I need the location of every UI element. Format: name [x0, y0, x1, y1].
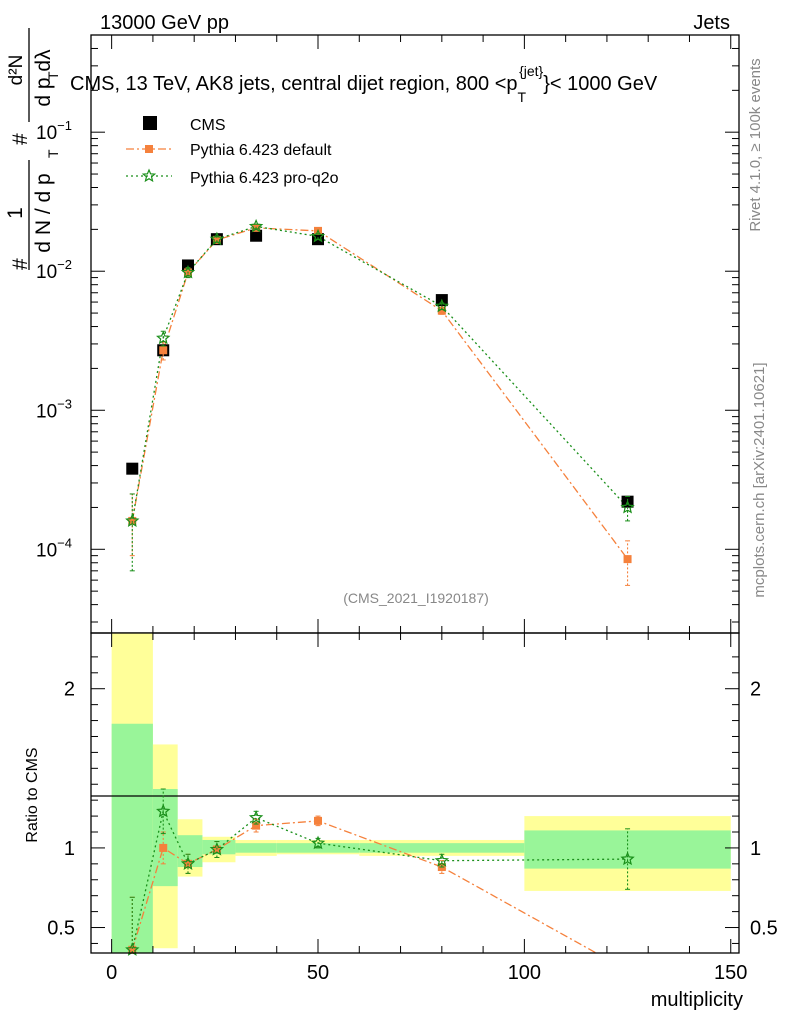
ylabel-sub-1: T [45, 149, 61, 158]
ratio-y-tick-label-right: 0.5 [750, 918, 778, 940]
ylabel-hash-2: # [9, 133, 32, 145]
ratio-series-lines [131, 809, 628, 953]
ratio-axis-ticks: 0.5 0.5 1 1 2 2 0 50 100 150 [47, 633, 778, 984]
ylabel-num2: d²N [6, 55, 27, 86]
rivet-label: Rivet 4.1.0, ≥ 100k events [747, 58, 764, 231]
ratio-panel: 0.5 0.5 1 1 2 2 0 50 100 150 [47, 632, 778, 984]
ratio-point-proq2o [310, 835, 326, 850]
ratio-y-tick-label: 2 [64, 679, 75, 701]
legend: CMS Pythia 6.423 default Pythia 6.423 pr… [126, 116, 339, 187]
legend-default-label: Pythia 6.423 default [190, 142, 332, 159]
main-y-tick-label: 10−4 [36, 535, 72, 561]
main-y-tick-mantissa: 10 [36, 401, 57, 422]
main-point-cms [250, 229, 263, 242]
main-point-default [437, 306, 446, 315]
x-axis-label: multiplicity [651, 989, 743, 1011]
ylabel-sub-2: T [45, 71, 61, 80]
main-point-proq2o [125, 513, 140, 528]
ratio-point-proq2o [156, 803, 171, 818]
main-point-proq2o [156, 330, 171, 345]
main-point-proq2o [248, 218, 264, 233]
svg-text:CMS, 13 TeV, AK8 jets, central: CMS, 13 TeV, AK8 jets, central dijet reg… [70, 63, 658, 105]
title-prefix: CMS, 13 TeV, AK8 jets, central dijet reg… [70, 73, 518, 95]
main-y-tick-label: 10−1 [36, 118, 72, 144]
ratio-y-tick-label: 1 [64, 838, 75, 860]
ratio-frame [90, 632, 740, 954]
legend-cms-label: CMS [190, 117, 226, 134]
main-point-proq2o [209, 231, 225, 246]
ratio-point-proq2o [209, 841, 225, 856]
x-tick-label: 50 [307, 962, 329, 984]
ratio-point-default [314, 816, 323, 825]
legend-proq2o-label: Pythia 6.423 pro-q2o [190, 170, 339, 187]
main-line-default [131, 227, 629, 560]
main-point-proq2o [180, 264, 196, 279]
main-panel: 10−110−210−310−4 [36, 34, 740, 634]
ratio-band-inner [359, 843, 525, 853]
ratio-data-points [125, 788, 635, 956]
legend-default-marker [145, 145, 153, 153]
x-tick-label: 100 [508, 962, 541, 984]
main-point-default [623, 555, 632, 564]
ratio-point-proq2o [434, 853, 450, 867]
ratio-y-tick-label-right: 1 [750, 838, 761, 860]
title-suffix: }< 1000 GeV [543, 73, 658, 95]
ratio-y-tick-label: 0.5 [47, 918, 75, 940]
ratio-uncertainty-bands [111, 633, 731, 953]
legend-cms-marker [143, 116, 157, 130]
header-left: 13000 GeV pp [100, 12, 229, 34]
main-y-tick-exponent: −4 [57, 535, 72, 550]
main-point-default [159, 346, 168, 355]
main-series-lines [131, 225, 629, 560]
title-sub: T [518, 89, 527, 105]
ylabel-hash-1: # [9, 258, 32, 270]
ratio-line-default [131, 820, 598, 953]
legend-proq2o-marker [141, 168, 157, 183]
main-point-proq2o [434, 298, 450, 313]
main-y-axis-label: # 1 d N / d p T # d²N d p dλ T [4, 28, 61, 270]
main-y-tick-mantissa: 10 [36, 123, 57, 144]
ratio-y-tick-label-right: 2 [750, 679, 761, 701]
main-point-proq2o [310, 228, 326, 243]
main-y-tick-exponent: −1 [57, 118, 72, 133]
x-tick-label: 0 [106, 962, 117, 984]
ratio-band-inner [235, 843, 277, 853]
main-y-tick-label: 10−3 [36, 396, 72, 422]
ratio-band-inner [111, 723, 153, 953]
x-tick-label: 150 [714, 962, 747, 984]
main-frame [90, 34, 740, 634]
ratio-point-default [212, 845, 221, 854]
ylabel-den2: d p dλ [32, 49, 55, 107]
legend-star-shape [141, 168, 157, 183]
ylabel-den1: d N / d p [32, 173, 55, 252]
ratio-point-default [252, 821, 261, 830]
main-point-proq2o [620, 499, 635, 514]
main-y-tick-exponent: −2 [57, 257, 72, 272]
mcplots-label: mcplots.cern.ch [arXiv:2401.10621] [751, 362, 768, 597]
main-point-cms [126, 462, 139, 475]
ratio-point-proq2o [620, 851, 635, 866]
ratio-point-proq2o [180, 856, 196, 870]
analysis-watermark: (CMS_2021_I1920187) [343, 590, 489, 606]
main-y-tick-exponent: −3 [57, 396, 72, 411]
ylabel-num1: 1 [4, 207, 27, 219]
main-axis-ticks: 10−110−210−310−4 [36, 34, 739, 633]
main-line-proq2o [131, 225, 629, 522]
ratio-point-default [128, 945, 137, 954]
main-y-tick-mantissa: 10 [36, 540, 57, 561]
main-title: CMS, 13 TeV, AK8 jets, central dijet reg… [70, 63, 658, 105]
main-point-default [212, 235, 221, 244]
header-right: Jets [693, 12, 730, 34]
main-data-points [125, 218, 635, 586]
title-sup: {jet} [519, 63, 543, 79]
main-y-tick-label: 10−2 [36, 257, 72, 283]
ratio-point-proq2o [248, 810, 264, 824]
ratio-line-proq2o [131, 809, 628, 950]
main-y-tick-mantissa: 10 [36, 262, 57, 283]
ratio-y-axis-label: Ratio to CMS [24, 747, 41, 842]
ratio-point-default [159, 843, 168, 852]
